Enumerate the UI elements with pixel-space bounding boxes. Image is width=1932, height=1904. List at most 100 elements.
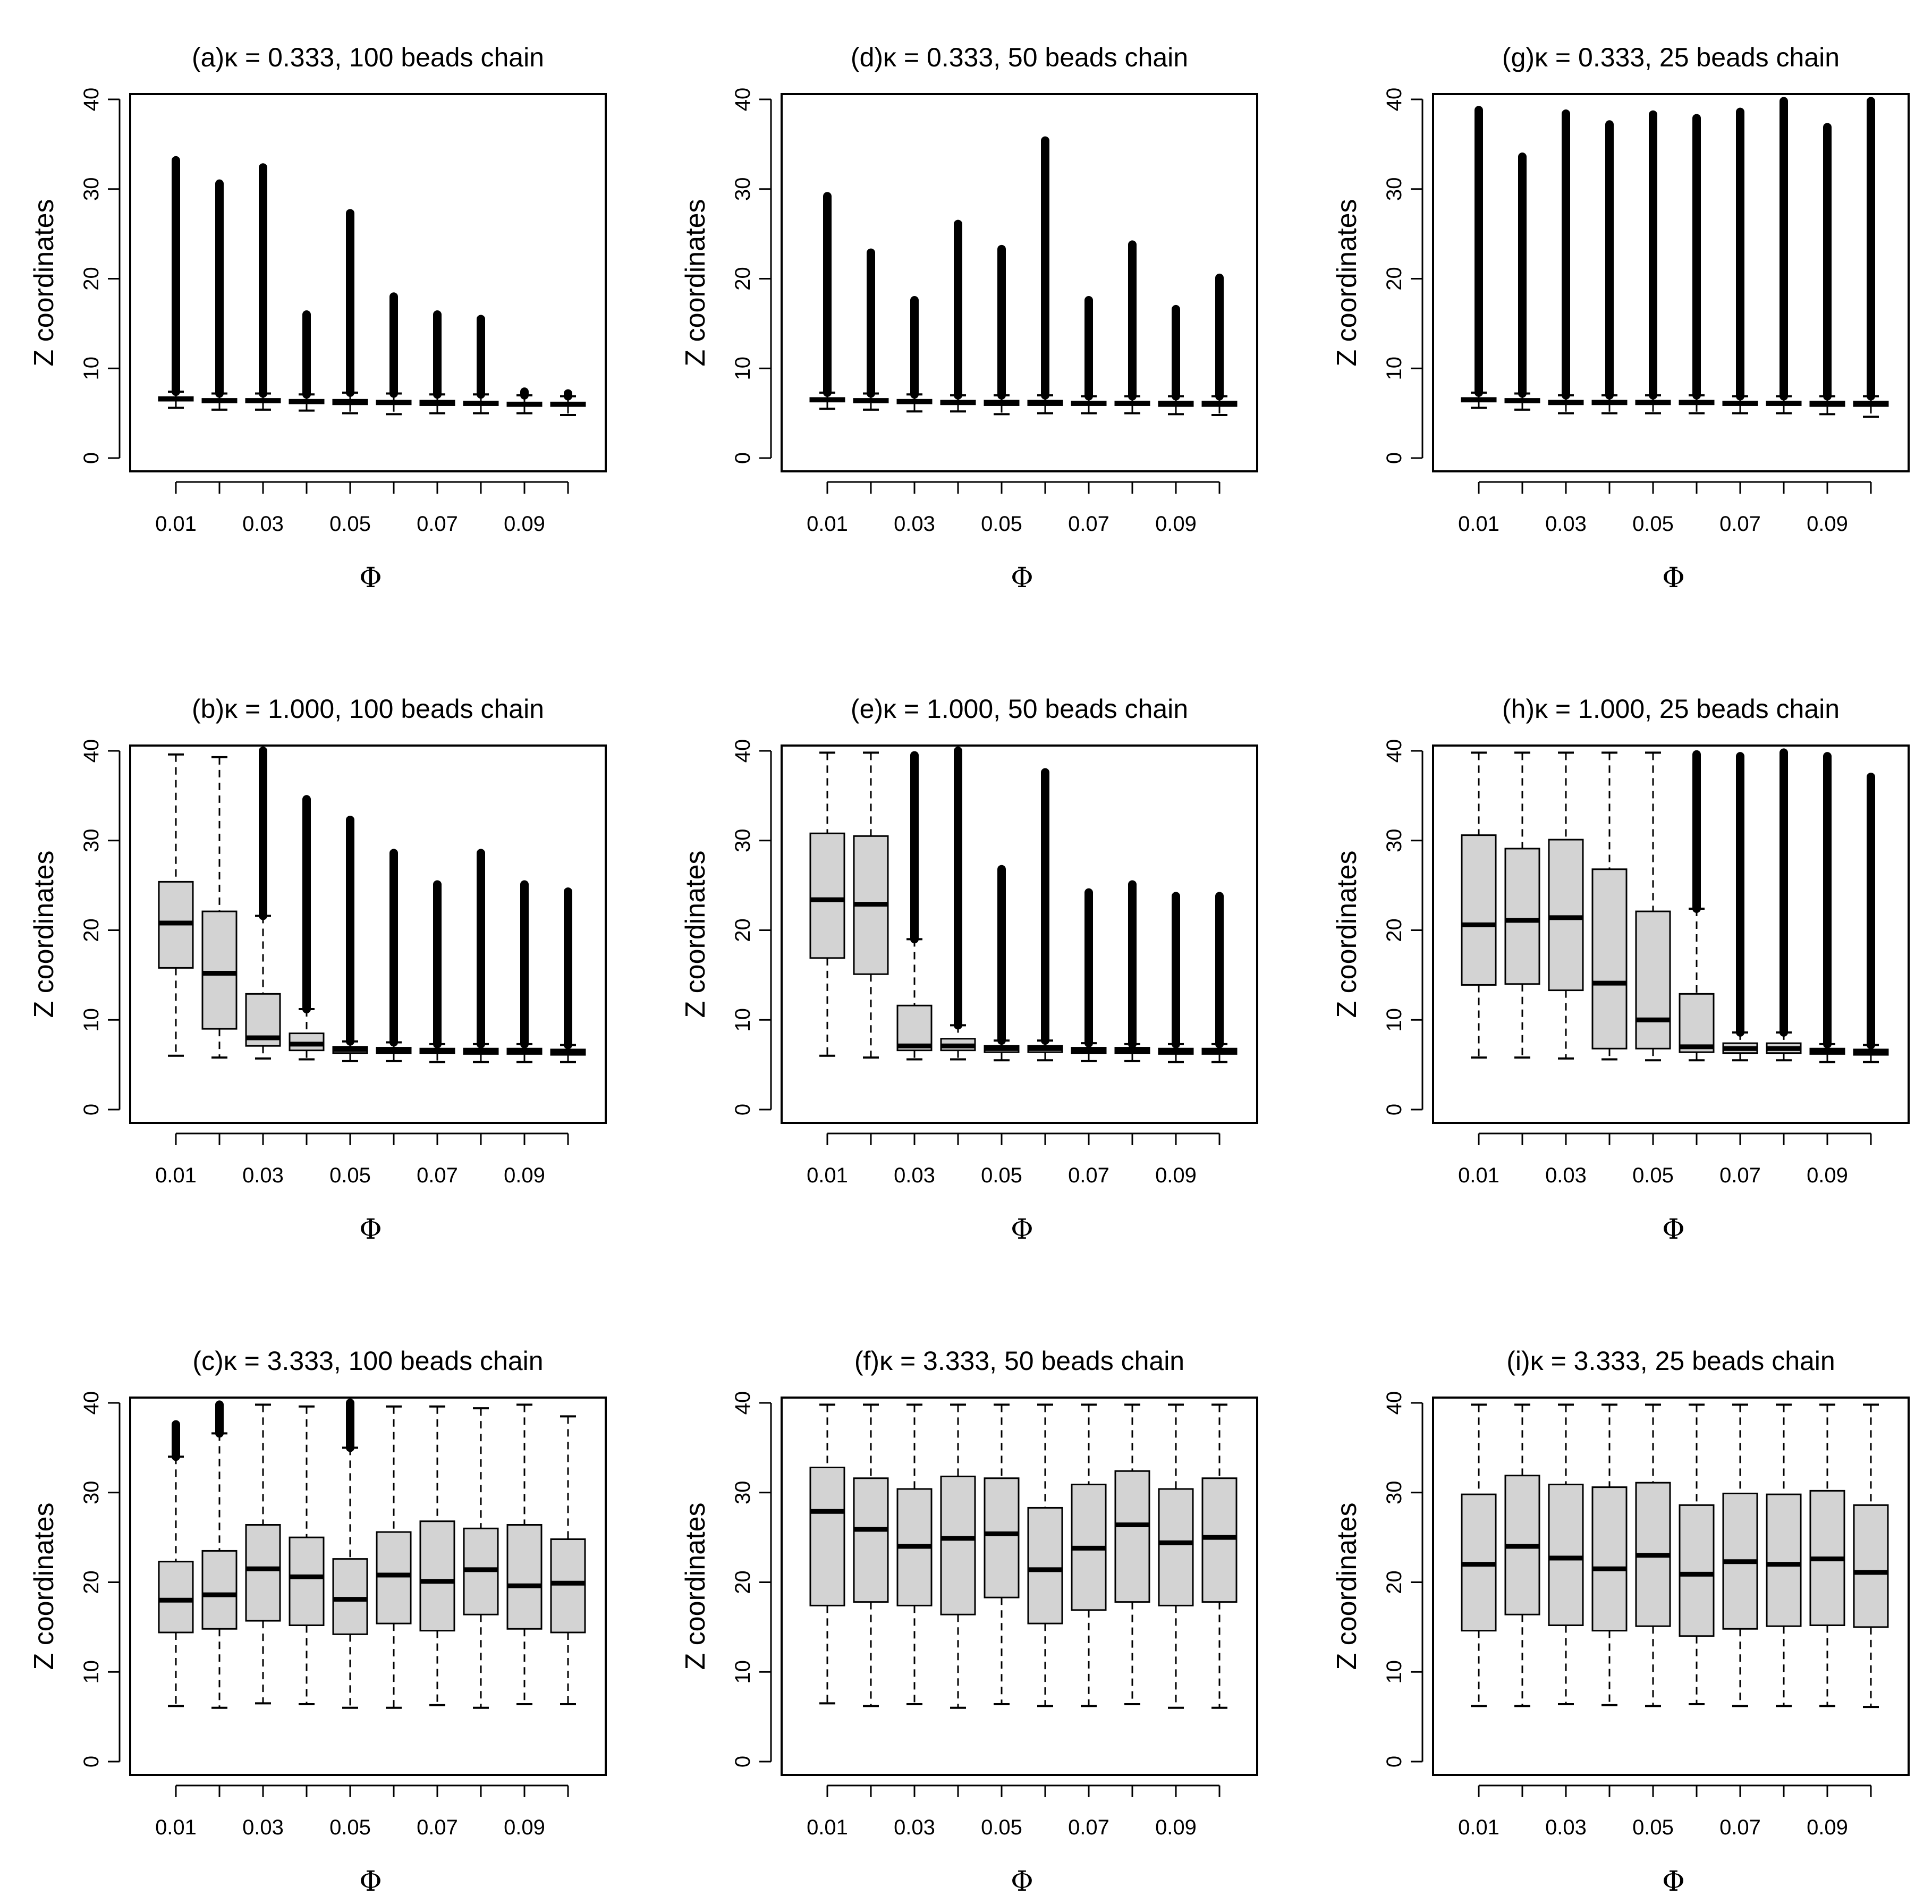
box-0.05 <box>332 209 368 414</box>
y-tick-label: 0 <box>1383 452 1406 464</box>
x-tick-label: 0.09 <box>1807 1164 1848 1187</box>
box-0.05 <box>984 865 1020 1062</box>
x-tick-label: 0.03 <box>242 1164 284 1187</box>
plot-frame <box>1432 1397 1910 1776</box>
box-0.06 <box>1027 768 1063 1062</box>
box-0.09 <box>1809 1403 1845 1707</box>
box-0.06 <box>1679 1403 1715 1705</box>
box-0.02 <box>201 179 238 411</box>
iqr-box <box>1504 848 1540 985</box>
x-tick-label: 0.05 <box>329 1164 371 1187</box>
y-tick-label: 0 <box>1383 1104 1406 1115</box>
panel-title: (e)κ = 1.000, 50 beads chain <box>851 694 1188 724</box>
y-tick-label: 10 <box>80 357 103 380</box>
plot-frame <box>781 744 1258 1124</box>
plot-frame <box>781 1397 1258 1776</box>
box-0.1 <box>550 887 586 1063</box>
y-tick-label: 10 <box>1383 1008 1406 1032</box>
x-tick-label: 0.05 <box>1632 512 1674 536</box>
y-tick-label: 0 <box>731 1104 755 1115</box>
x-axis-title: Φ <box>359 1866 382 1898</box>
box-0.08 <box>1766 97 1802 414</box>
iqr-box <box>550 1538 586 1634</box>
y-axis-title: Z coordinates <box>1332 850 1362 1018</box>
iqr-box <box>1201 1477 1238 1603</box>
x-tick-label: 0.05 <box>981 1816 1022 1839</box>
box-0.1 <box>550 389 586 416</box>
panel-title: (b)κ = 1.000, 100 beads chain <box>192 694 544 724</box>
x-tick-label: 0.07 <box>1068 512 1109 536</box>
box-0.06 <box>376 1405 412 1709</box>
y-tick-label: 40 <box>1383 88 1406 112</box>
plot-frame <box>781 93 1258 472</box>
box-0.07 <box>1071 888 1107 1062</box>
iqr-box <box>940 1475 976 1615</box>
box-0.02 <box>1504 1403 1540 1707</box>
panel-f: (f)κ = 3.333, 50 beads chain 0 10 20 30 40 Z c… <box>680 1346 1258 1898</box>
box-0.06 <box>1679 750 1715 1062</box>
iqr-box <box>332 1558 368 1635</box>
box-0.08 <box>463 1407 499 1709</box>
box-0.08 <box>1114 880 1150 1062</box>
iqr-box <box>1027 1507 1063 1624</box>
x-tick-label: 0.03 <box>242 1816 284 1839</box>
iqr-box <box>1114 1470 1150 1603</box>
plot-frame <box>1432 93 1910 472</box>
x-tick-label: 0.01 <box>155 1816 197 1839</box>
box-0.09 <box>506 880 543 1063</box>
panel-title: (f)κ = 3.333, 50 beads chain <box>854 1346 1184 1376</box>
box-0.03 <box>245 1403 281 1705</box>
iqr-box <box>1591 1486 1628 1632</box>
iqr-box <box>419 1520 455 1632</box>
box-0.09 <box>1158 892 1194 1063</box>
x-axis-title: Φ <box>1662 1214 1685 1246</box>
x-tick-label: 0.03 <box>1545 1816 1587 1839</box>
x-tick-label: 0.09 <box>1155 512 1197 536</box>
box-0.02 <box>1504 751 1540 1059</box>
x-tick-label: 0.05 <box>1632 1164 1674 1187</box>
box-0.07 <box>1722 107 1758 414</box>
box-0.05 <box>332 815 368 1062</box>
y-tick-label: 40 <box>731 88 755 112</box>
x-tick-label: 0.09 <box>504 1164 545 1187</box>
box-0.1 <box>1853 97 1889 418</box>
box-0.05 <box>1635 751 1671 1062</box>
box-0.01 <box>809 192 845 410</box>
x-tick-label: 0.05 <box>981 512 1022 536</box>
y-tick-label: 30 <box>731 1481 755 1505</box>
y-tick-label: 20 <box>80 918 103 942</box>
x-axis-title: Φ <box>359 1214 382 1246</box>
panel-title: (d)κ = 0.333, 50 beads chain <box>851 43 1188 72</box>
iqr-box <box>158 1561 194 1634</box>
box-0.01 <box>1461 106 1497 409</box>
y-tick-label: 40 <box>1383 1391 1406 1415</box>
box-0.08 <box>1766 1403 1802 1707</box>
y-tick-label: 20 <box>1383 918 1406 942</box>
x-tick-label: 0.03 <box>894 1164 935 1187</box>
iqr-box <box>1853 1504 1889 1628</box>
iqr-box <box>201 1550 238 1630</box>
x-tick-label: 0.07 <box>1719 1816 1761 1839</box>
box-0.08 <box>463 315 499 414</box>
iqr-box <box>245 1524 281 1622</box>
box-0.02 <box>853 1403 889 1707</box>
box-0.03 <box>896 751 933 1061</box>
x-tick-label: 0.09 <box>504 1816 545 1839</box>
box-0.04 <box>940 219 976 413</box>
box-0.03 <box>245 163 281 411</box>
box-0.05 <box>1635 1403 1671 1707</box>
y-tick-label: 0 <box>731 452 755 464</box>
y-tick-label: 0 <box>80 1756 103 1767</box>
y-axis-title: Z coordinates <box>29 199 60 366</box>
x-tick-label: 0.09 <box>1155 1164 1197 1187</box>
y-axis-title: Z coordinates <box>29 1502 60 1670</box>
y-tick-label: 30 <box>1383 177 1406 201</box>
y-axis-title: Z coordinates <box>29 850 60 1018</box>
panel-a: (a)κ = 0.333, 100 beads chain 0 10 20 30 40 Z … <box>29 43 607 594</box>
box-0.06 <box>376 292 412 416</box>
x-tick-label: 0.01 <box>1458 1164 1499 1187</box>
box-0.01 <box>809 1403 845 1705</box>
panel-d: (d)κ = 0.333, 50 beads chain 0 10 20 30 40 Z c… <box>680 43 1258 594</box>
y-axis-title: Z coordinates <box>680 1502 711 1670</box>
box-0.1 <box>1201 273 1238 416</box>
